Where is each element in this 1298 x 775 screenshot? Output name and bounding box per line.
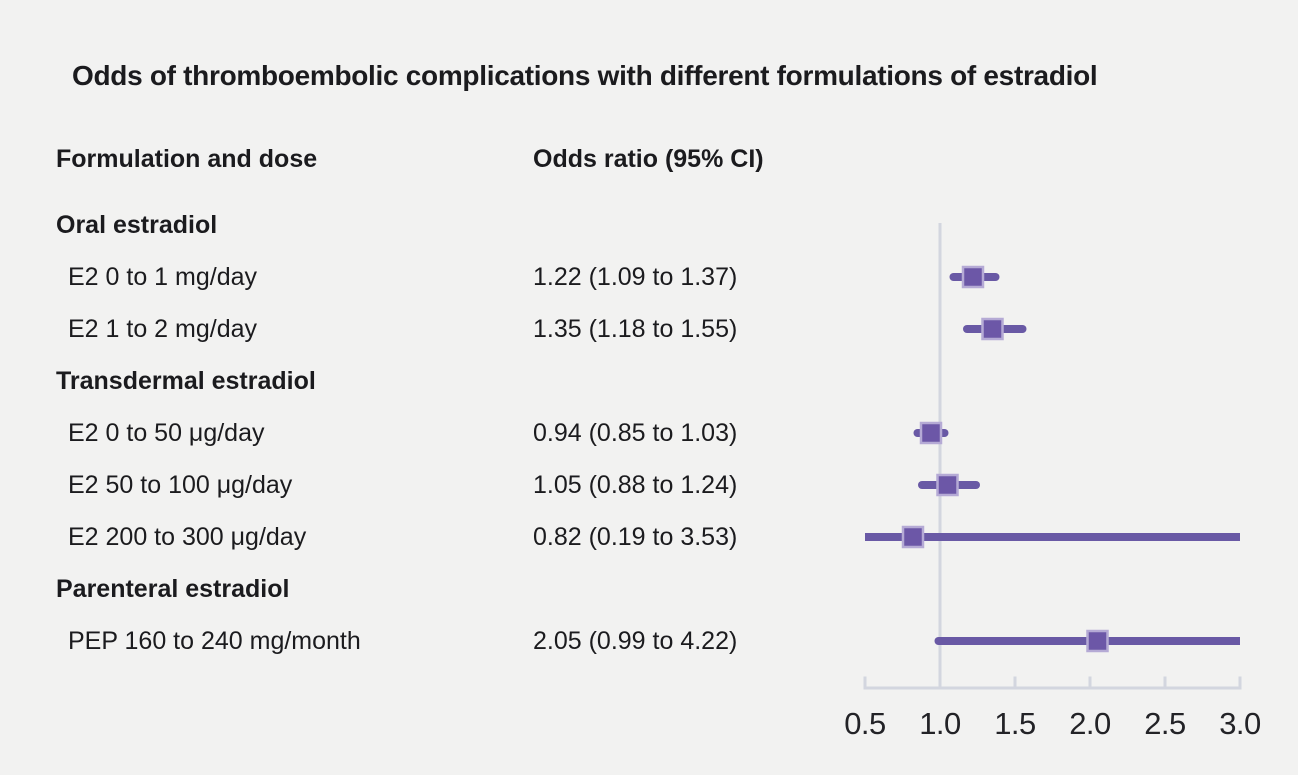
column-header-odds-ratio: Odds ratio (95% CI) — [533, 145, 764, 173]
row-label: Oral estradiol — [56, 211, 218, 239]
ci-line-cap — [991, 273, 1000, 281]
table-row: PEP 160 to 240 mg/month 2.05 (0.99 to 4.2… — [0, 615, 830, 667]
row-label: PEP 160 to 240 mg/month — [68, 627, 361, 655]
point-estimate-marker — [981, 317, 1004, 341]
x-axis-tick-label: 0.5 — [844, 706, 886, 741]
point-estimate-marker — [961, 265, 985, 289]
table-row: E2 200 to 300 μg/day 0.82 (0.19 to 3.53) — [0, 511, 830, 563]
ci-line-cap — [972, 481, 980, 489]
group-header-row: Parenteral estradiol — [0, 563, 830, 615]
x-axis-tick-label: 1.5 — [994, 706, 1036, 741]
ci-line-cap — [1018, 325, 1027, 333]
point-estimate-marker — [936, 473, 959, 497]
table-row: E2 0 to 50 μg/day 0.94 (0.85 to 1.03) — [0, 407, 830, 459]
odds-ratio-value: 1.35 (1.18 to 1.55) — [533, 315, 738, 343]
point-estimate-marker — [1086, 629, 1109, 653]
odds-ratio-value: 1.22 (1.09 to 1.37) — [533, 263, 738, 291]
row-label: E2 200 to 300 μg/day — [68, 523, 307, 551]
x-axis-tick-label: 3.0 — [1219, 706, 1261, 741]
table-row: E2 0 to 1 mg/day 1.22 (1.09 to 1.37) — [0, 251, 830, 303]
table-row: E2 1 to 2 mg/day 1.35 (1.18 to 1.55) — [0, 303, 830, 355]
ci-line-cap — [940, 429, 949, 437]
ci-line-cap — [918, 481, 926, 489]
ci-line-cap — [949, 273, 958, 281]
ci-line-cap — [963, 325, 971, 333]
table-row: E2 50 to 100 μg/day 1.05 (0.88 to 1.24) — [0, 459, 830, 511]
group-header-row: Oral estradiol — [0, 199, 830, 251]
row-label: Transdermal estradiol — [56, 367, 316, 395]
x-axis-tick-label: 2.0 — [1069, 706, 1111, 741]
ci-line-cap — [913, 429, 922, 437]
x-axis-tick-label: 2.5 — [1144, 706, 1186, 741]
chart-title: Odds of thromboembolic complications wit… — [72, 60, 1098, 91]
row-label: E2 0 to 50 μg/day — [68, 419, 265, 447]
row-label: E2 1 to 2 mg/day — [68, 315, 258, 343]
ci-line-cap — [934, 637, 943, 645]
point-estimate-marker — [901, 525, 925, 549]
column-header-formulation: Formulation and dose — [56, 145, 318, 173]
odds-ratio-value: 2.05 (0.99 to 4.22) — [533, 627, 738, 655]
point-estimate-marker — [919, 421, 943, 445]
group-header-row: Transdermal estradiol — [0, 355, 830, 407]
odds-ratio-value: 0.82 (0.19 to 3.53) — [533, 523, 738, 551]
odds-ratio-value: 1.05 (0.88 to 1.24) — [533, 471, 738, 499]
row-label: E2 0 to 1 mg/day — [68, 263, 258, 291]
odds-ratio-value: 0.94 (0.85 to 1.03) — [533, 419, 738, 447]
row-label: Parenteral estradiol — [56, 575, 290, 603]
row-label: E2 50 to 100 μg/day — [68, 471, 293, 499]
x-axis-tick-label: 1.0 — [919, 706, 961, 741]
column-header-row: Formulation and dose Odds ratio (95% CI) — [0, 133, 1298, 185]
